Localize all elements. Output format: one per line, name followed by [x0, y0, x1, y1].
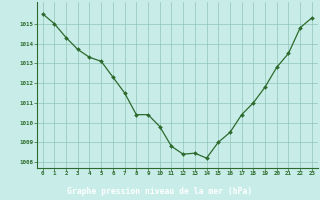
Text: Graphe pression niveau de la mer (hPa): Graphe pression niveau de la mer (hPa)	[68, 187, 252, 196]
